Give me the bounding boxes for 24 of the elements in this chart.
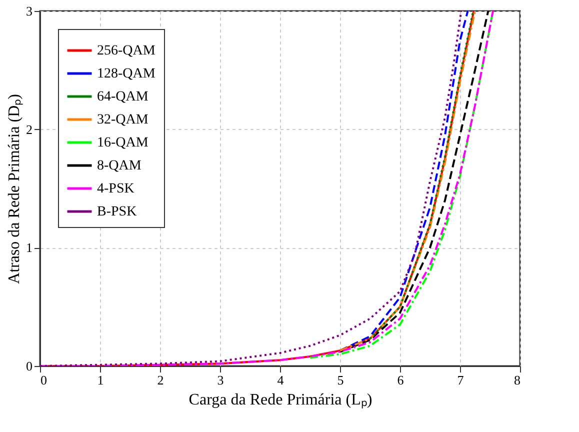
- x-tick-label: 8: [514, 372, 520, 388]
- line-series: [369, 11, 474, 340]
- x-tick-label: 0: [40, 372, 47, 388]
- legend-label: 256-QAM: [97, 44, 156, 58]
- legend-label: 128-QAM: [97, 66, 156, 82]
- x-tick-label: 5: [337, 372, 344, 388]
- y-axis-title: Atraso da Rede Primária (Dₚ): [6, 94, 23, 284]
- y-tick-label: 1: [26, 240, 32, 256]
- legend-label: 64-QAM: [97, 90, 149, 104]
- x-tick-label: 1: [97, 372, 104, 388]
- legend-label: 8-QAM: [97, 158, 142, 174]
- y-tick-label: 2: [26, 122, 32, 137]
- x-axis-title: Carga da Rede Primária (Lₚ): [188, 392, 372, 408]
- x-tick-label: 4: [277, 372, 284, 388]
- y-tick-label: 0: [26, 358, 32, 374]
- legend-label: 4-PSK: [97, 182, 134, 196]
- legend-label: 32-QAM: [97, 112, 149, 128]
- y-tick-label: 3: [26, 4, 32, 18]
- x-tick-label: 2: [157, 372, 164, 388]
- legend-label: 16-QAM: [97, 136, 149, 150]
- x-tick-label: 3: [217, 372, 224, 388]
- legend-label: B-PSK: [97, 204, 137, 220]
- x-tick-label: 6: [397, 372, 404, 388]
- x-tick-label: 7: [457, 372, 464, 388]
